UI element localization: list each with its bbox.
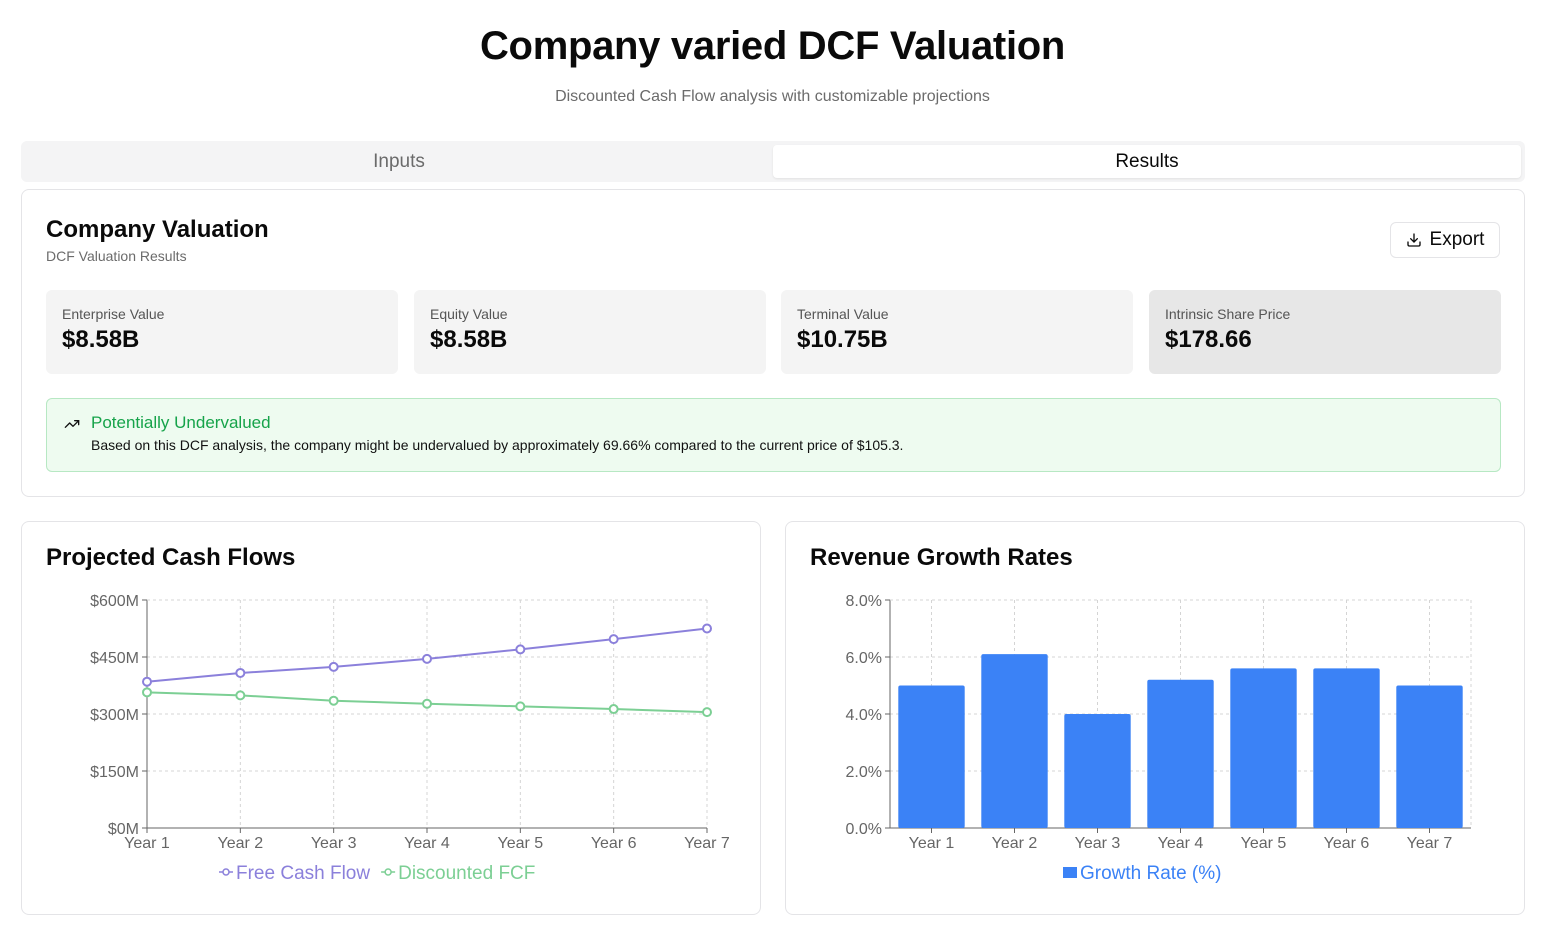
x-tick-label: Year 2: [217, 835, 263, 852]
metric-equity-value: Equity Value $8.58B: [414, 290, 766, 374]
metric-value: $178.66: [1165, 326, 1252, 353]
metric-enterprise-value: Enterprise Value $8.58B: [46, 290, 398, 374]
metric-label: Terminal Value: [797, 306, 889, 322]
valuation-title: Company Valuation: [46, 216, 269, 243]
metric-value: $8.58B: [62, 326, 140, 353]
cash-flow-chart-card: Projected Cash Flows $0M $150M $300M $450M $…: [21, 521, 761, 915]
valuation-description: DCF Valuation Results: [46, 248, 187, 264]
bar: [1064, 714, 1131, 828]
x-tick-label: Year 2: [992, 835, 1038, 852]
y-tick-label: 4.0%: [846, 707, 882, 724]
y-tick-label: $600M: [90, 593, 139, 610]
legend-item: Growth Rate (%): [1063, 863, 1221, 884]
data-point: [515, 701, 526, 712]
metric-label: Enterprise Value: [62, 306, 165, 322]
data-point: [608, 704, 619, 715]
metric-label: Equity Value: [430, 306, 508, 322]
y-tick-label: $0M: [108, 821, 139, 838]
x-tick-label: Year 7: [1407, 835, 1453, 852]
page-title: Company varied DCF Valuation: [479, 24, 1066, 68]
bar: [898, 685, 965, 828]
x-tick-label: Year 1: [909, 835, 955, 852]
data-point: [702, 623, 712, 634]
cash-flow-chart: $0M $150M $300M $450M $600M Year 1 Year 2 Year …: [90, 593, 730, 884]
data-point: [235, 690, 246, 701]
x-tick-label: Year 4: [404, 835, 450, 852]
bar: [1396, 685, 1463, 828]
tab-list: Inputs Results: [21, 141, 1525, 182]
y-tick-label: $450M: [90, 650, 139, 667]
download-icon: [1406, 233, 1421, 247]
x-tick-label: Year 3: [1075, 835, 1121, 852]
data-point: [142, 676, 152, 687]
x-tick-label: Year 3: [311, 835, 357, 852]
x-tick-label: Year 6: [591, 835, 637, 852]
y-tick-label: 0.0%: [846, 821, 882, 838]
data-point: [235, 667, 246, 678]
bar: [1313, 668, 1380, 828]
growth-chart-title: Revenue Growth Rates: [810, 544, 1073, 571]
legend-marker: [222, 868, 230, 876]
y-tick-label: $150M: [90, 764, 139, 781]
export-label: Export: [1429, 229, 1485, 250]
y-tick-label: 2.0%: [846, 764, 882, 781]
bar: [1147, 679, 1214, 828]
growth-chart: 0.0% 2.0% 4.0% 6.0% 8.0% Year 1 Year 2 Year 3 Ye…: [846, 593, 1472, 884]
data-point: [142, 687, 152, 698]
legend-label: Growth Rate (%): [1080, 863, 1221, 884]
x-tick-label: Year 5: [1241, 835, 1287, 852]
valuation-alert: Potentially Undervalued Based on this DC…: [46, 398, 1501, 472]
legend-label: Discounted FCF: [398, 863, 535, 884]
legend-item: Discounted FCF: [381, 863, 535, 884]
tab-results[interactable]: Results: [773, 145, 1521, 178]
bar: [1230, 668, 1297, 828]
tab-inputs[interactable]: Inputs: [373, 150, 425, 172]
data-point: [422, 698, 432, 709]
y-tick-label: 8.0%: [846, 593, 882, 610]
alert-text: Based on this DCF analysis, the company …: [91, 437, 904, 453]
trending-up-icon: [64, 420, 80, 428]
data-point: [328, 695, 339, 706]
x-tick-label: Year 7: [684, 835, 730, 852]
legend-marker: [1063, 867, 1077, 878]
data-point: [608, 634, 619, 645]
metric-value: $10.75B: [797, 326, 888, 353]
x-tick-label: Year 6: [1324, 835, 1370, 852]
cash-flow-chart-title: Projected Cash Flows: [46, 544, 296, 571]
y-tick-label: $300M: [90, 707, 139, 724]
alert-title: Potentially Undervalued: [91, 413, 271, 432]
data-point: [328, 661, 339, 672]
x-tick-label: Year 4: [1158, 835, 1204, 852]
page-subtitle: Discounted Cash Flow analysis with custo…: [555, 88, 990, 105]
metric-terminal-value: Terminal Value $10.75B: [781, 290, 1133, 374]
legend-item: Free Cash Flow: [219, 863, 370, 884]
bar: [981, 654, 1048, 828]
metric-intrinsic-share-price: Intrinsic Share Price $178.66: [1149, 290, 1501, 374]
metric-value: $8.58B: [430, 326, 508, 353]
y-tick-label: 6.0%: [846, 650, 882, 667]
legend-label: Free Cash Flow: [236, 863, 370, 884]
metric-label: Intrinsic Share Price: [1165, 306, 1291, 322]
valuation-card: Company Valuation DCF Valuation Results …: [21, 189, 1525, 497]
x-tick-label: Year 5: [497, 835, 543, 852]
data-point: [422, 653, 432, 664]
x-tick-label: Year 1: [124, 835, 170, 852]
growth-chart-card: Revenue Growth Rates 0.0% 2.0% 4.0% 6.0% 8.0…: [785, 521, 1525, 915]
legend-marker: [384, 868, 392, 876]
export-button[interactable]: Export: [1390, 222, 1500, 258]
data-point: [515, 644, 526, 655]
data-point: [702, 707, 712, 718]
